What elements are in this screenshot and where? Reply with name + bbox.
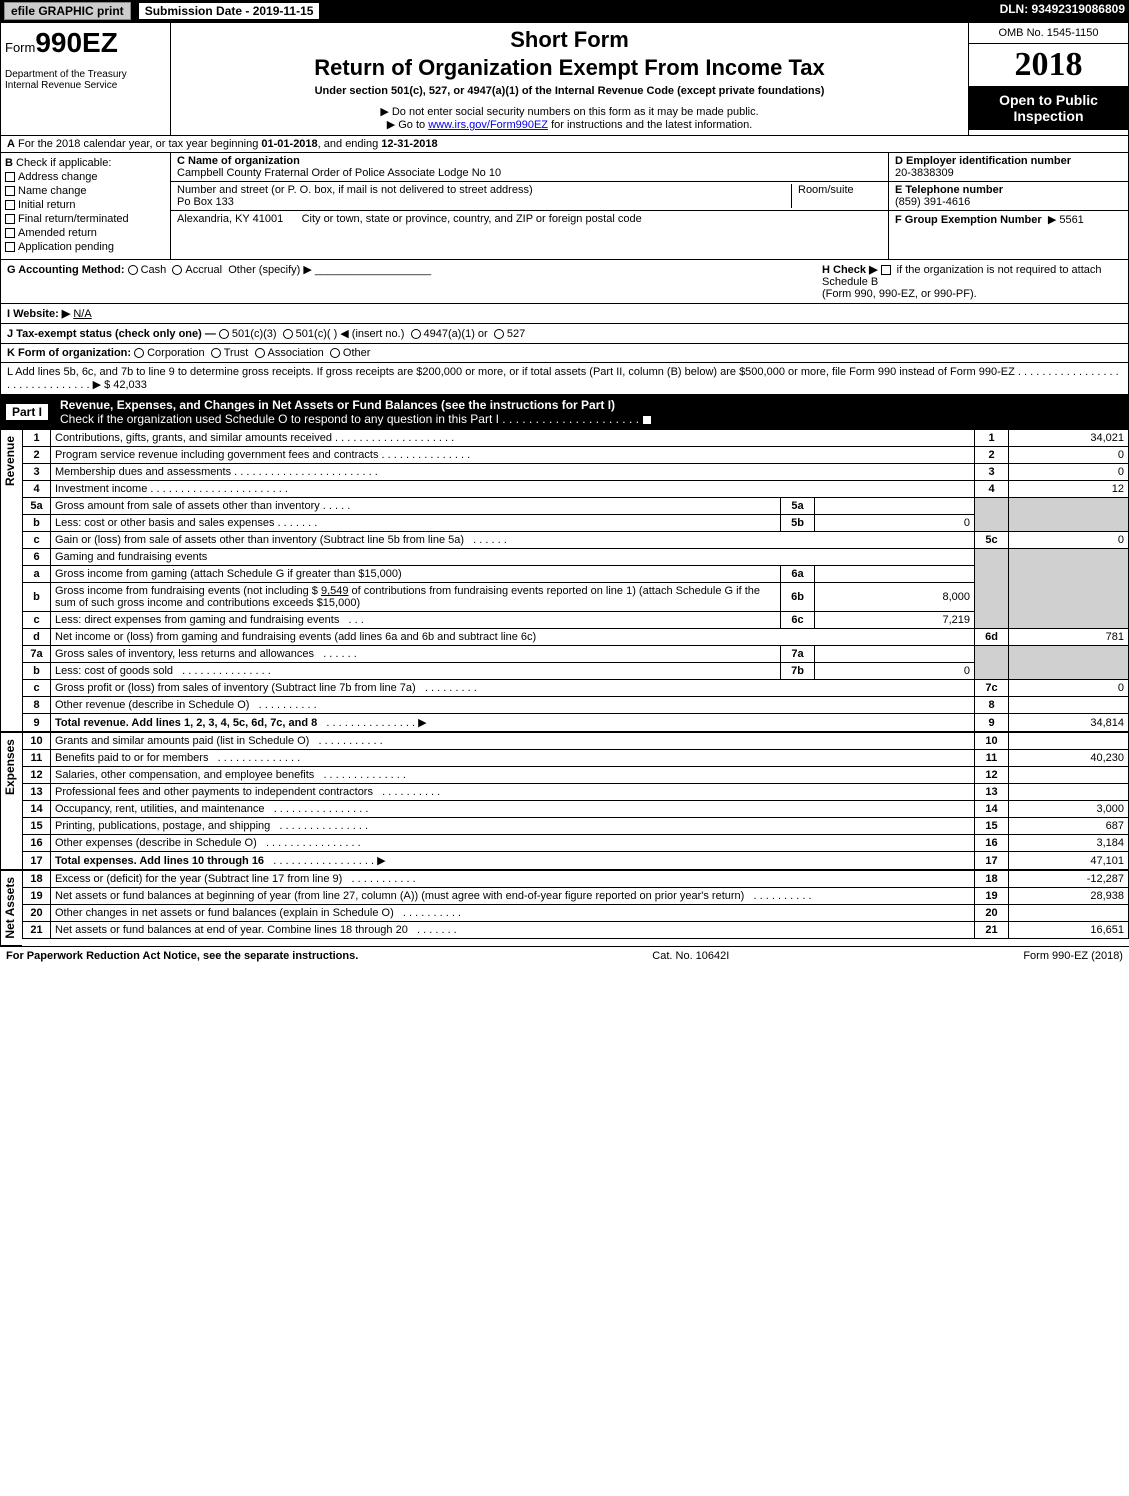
line-6d: dNet income or (loss) from gaming and fu… xyxy=(23,629,1129,646)
revenue-tab: Revenue xyxy=(0,429,22,732)
line-4: 4Investment income . . . . . . . . . . .… xyxy=(23,481,1129,498)
line-6c: cLess: direct expenses from gaming and f… xyxy=(23,612,1129,629)
status-501c3[interactable] xyxy=(219,329,229,339)
revenue-table: 1Contributions, gifts, grants, and simil… xyxy=(22,429,1129,732)
line-3: 3Membership dues and assessments . . . .… xyxy=(23,464,1129,481)
check-application-pending[interactable]: Application pending xyxy=(5,241,166,253)
website: N/A xyxy=(73,308,91,320)
line-21: 21Net assets or fund balances at end of … xyxy=(23,922,1129,939)
box-c: C Name of organization Campbell County F… xyxy=(171,153,888,259)
org-address: Po Box 133 xyxy=(177,196,234,208)
department-label: Department of the Treasury Internal Reve… xyxy=(5,69,166,91)
row-k: K Form of organization: Corporation Trus… xyxy=(0,344,1129,363)
line-7c: cGross profit or (loss) from sales of in… xyxy=(23,680,1129,697)
status-4947a1[interactable] xyxy=(411,329,421,339)
line-8: 8Other revenue (describe in Schedule O) … xyxy=(23,697,1129,714)
box-f: F Group Exemption Number ▶ 5561 xyxy=(889,211,1128,228)
check-final-return[interactable]: Final return/terminated xyxy=(5,213,166,225)
line-10: 10Grants and similar amounts paid (list … xyxy=(23,733,1129,750)
net-assets-table: 18Excess or (deficit) for the year (Subt… xyxy=(22,870,1129,939)
gross-receipts: ▶ $ 42,033 xyxy=(93,379,147,391)
row-g-h: G Accounting Method: Cash Accrual Other … xyxy=(0,260,1129,304)
status-527[interactable] xyxy=(494,329,504,339)
status-501c[interactable] xyxy=(283,329,293,339)
box-d: D Employer identification number 20-3838… xyxy=(889,153,1128,182)
form-header: Form990EZ Department of the Treasury Int… xyxy=(0,22,1129,136)
instructions-link-row: ▶ Go to www.irs.gov/Form990EZ for instru… xyxy=(179,118,960,131)
form-title: Short Form xyxy=(179,27,960,53)
page-footer: For Paperwork Reduction Act Notice, see … xyxy=(0,946,1129,965)
check-amended-return[interactable]: Amended return xyxy=(5,227,166,239)
line-5c: cGain or (loss) from sale of assets othe… xyxy=(23,532,1129,549)
tax-year: 2018 xyxy=(969,44,1128,86)
net-assets-tab: Net Assets xyxy=(0,870,22,946)
topbar: efile GRAPHIC print Submission Date - 20… xyxy=(0,0,1129,22)
line-13: 13Professional fees and other payments t… xyxy=(23,784,1129,801)
row-j: J Tax-exempt status (check only one) — 5… xyxy=(0,324,1129,344)
accounting-accrual[interactable] xyxy=(172,265,182,275)
line-1: 1Contributions, gifts, grants, and simil… xyxy=(23,430,1129,447)
line-12: 12Salaries, other compensation, and empl… xyxy=(23,767,1129,784)
line-19: 19Net assets or fund balances at beginni… xyxy=(23,888,1129,905)
efile-print-button[interactable]: efile GRAPHIC print xyxy=(4,2,131,20)
line-2: 2Program service revenue including gover… xyxy=(23,447,1129,464)
group-exemption: ▶ 5561 xyxy=(1048,214,1084,226)
line-5b: bLess: cost or other basis and sales exp… xyxy=(23,515,1129,532)
instructions-link[interactable]: www.irs.gov/Form990EZ xyxy=(428,119,548,131)
line-6b: bGross income from fundraising events (n… xyxy=(23,583,1129,612)
omb-number: OMB No. 1545-1150 xyxy=(969,23,1128,44)
line-17: 17Total expenses. Add lines 10 through 1… xyxy=(23,852,1129,870)
line-5a: 5aGross amount from sale of assets other… xyxy=(23,498,1129,515)
under-section: Under section 501(c), 527, or 4947(a)(1)… xyxy=(179,85,960,97)
ssn-warning: ▶ Do not enter social security numbers o… xyxy=(179,105,960,118)
line-18: 18Excess or (deficit) for the year (Subt… xyxy=(23,871,1129,888)
org-other[interactable] xyxy=(330,348,340,358)
part-i-header: Part I Revenue, Expenses, and Changes in… xyxy=(0,395,1129,429)
form-number: Form990EZ xyxy=(5,27,166,59)
line-16: 16Other expenses (describe in Schedule O… xyxy=(23,835,1129,852)
check-initial-return[interactable]: Initial return xyxy=(5,199,166,211)
line-6a: aGross income from gaming (attach Schedu… xyxy=(23,566,1129,583)
expenses-table: 10Grants and similar amounts paid (list … xyxy=(22,732,1129,870)
check-schedule-b[interactable] xyxy=(881,265,891,275)
submission-date: Submission Date - 2019-11-15 xyxy=(139,3,320,19)
org-corporation[interactable] xyxy=(134,348,144,358)
form-subtitle: Return of Organization Exempt From Incom… xyxy=(179,55,960,81)
org-trust[interactable] xyxy=(211,348,221,358)
accounting-cash[interactable] xyxy=(128,265,138,275)
line-14: 14Occupancy, rent, utilities, and mainte… xyxy=(23,801,1129,818)
ein: 20-3838309 xyxy=(895,167,954,179)
line-6: 6Gaming and fundraising events xyxy=(23,549,1129,566)
open-to-public: Open to PublicInspection xyxy=(969,86,1128,130)
expenses-tab: Expenses xyxy=(0,732,22,870)
box-b: B Check if applicable: Address change Na… xyxy=(1,153,171,259)
telephone: (859) 391-4616 xyxy=(895,196,970,208)
line-a: A For the 2018 calendar year, or tax yea… xyxy=(0,136,1129,153)
check-name-change[interactable]: Name change xyxy=(5,185,166,197)
org-association[interactable] xyxy=(255,348,265,358)
schedule-o-check[interactable] xyxy=(642,415,652,425)
org-name: Campbell County Fraternal Order of Polic… xyxy=(177,167,501,179)
org-city: Alexandria, KY 41001 xyxy=(177,213,283,225)
row-i: I Website: ▶ N/A xyxy=(0,304,1129,324)
check-address-change[interactable]: Address change xyxy=(5,171,166,183)
line-20: 20Other changes in net assets or fund ba… xyxy=(23,905,1129,922)
entity-block: B Check if applicable: Address change Na… xyxy=(0,153,1129,260)
line-15: 15Printing, publications, postage, and s… xyxy=(23,818,1129,835)
line-7a: 7aGross sales of inventory, less returns… xyxy=(23,646,1129,663)
row-l: L Add lines 5b, 6c, and 7b to line 9 to … xyxy=(0,363,1129,395)
dln: DLN: 93492319086809 xyxy=(1000,2,1125,20)
box-e: E Telephone number (859) 391-4616 xyxy=(889,182,1128,211)
line-9: 9Total revenue. Add lines 1, 2, 3, 4, 5c… xyxy=(23,714,1129,732)
line-7b: bLess: cost of goods sold . . . . . . . … xyxy=(23,663,1129,680)
line-11: 11Benefits paid to or for members . . . … xyxy=(23,750,1129,767)
